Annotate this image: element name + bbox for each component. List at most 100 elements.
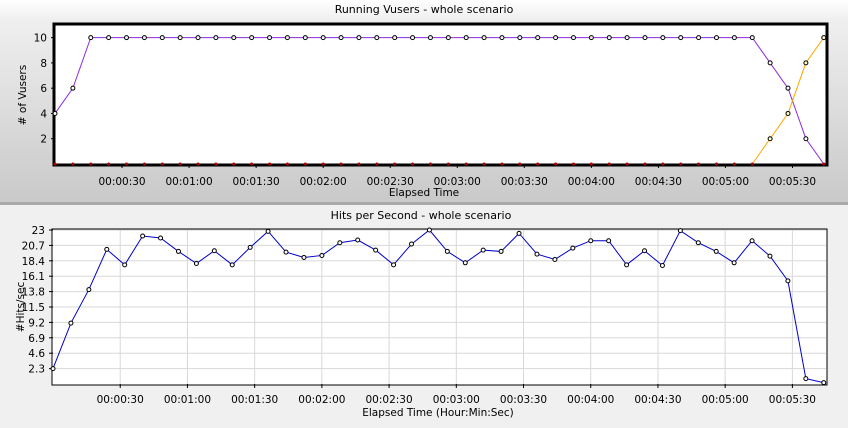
series-line	[52, 229, 824, 384]
data-point	[731, 35, 737, 41]
data-point	[624, 35, 630, 41]
data-point	[426, 227, 432, 233]
data-point	[68, 320, 74, 326]
data-point	[357, 162, 361, 166]
data-point	[678, 35, 684, 41]
data-point	[713, 35, 719, 41]
data-point	[803, 376, 809, 382]
data-point	[516, 230, 522, 236]
data-point	[480, 247, 486, 253]
data-point	[321, 162, 325, 166]
data-point	[482, 162, 486, 166]
data-point	[428, 162, 432, 166]
data-point	[803, 136, 809, 142]
y-tick-label: 18.4	[22, 256, 46, 268]
data-point	[70, 85, 76, 91]
data-point	[624, 262, 630, 268]
data-point	[356, 35, 362, 41]
data-point	[140, 233, 146, 239]
data-point	[785, 278, 791, 284]
data-point	[750, 162, 754, 166]
x-axis-label-hits-per-second: Elapsed Time (Hour:Min:Sec)	[362, 407, 514, 419]
plot-area-running-vusers	[52, 22, 829, 167]
data-point	[301, 254, 307, 260]
data-point	[643, 162, 647, 166]
data-point	[571, 162, 575, 166]
data-point	[642, 248, 648, 254]
data-point	[214, 162, 218, 166]
data-point	[410, 35, 416, 41]
data-point	[373, 247, 379, 253]
data-point	[445, 35, 451, 41]
data-point	[285, 162, 289, 166]
y-tick-label: 11.5	[22, 302, 45, 314]
x-tick-label: 00:03:30	[500, 394, 547, 406]
data-point	[446, 162, 450, 166]
data-point	[518, 162, 522, 166]
data-point	[714, 162, 718, 166]
data-point	[196, 162, 200, 166]
data-point	[107, 162, 111, 166]
data-point	[625, 162, 629, 166]
data-point	[767, 253, 773, 259]
x-tick-label: 00:00:30	[98, 176, 145, 188]
x-tick-label: 00:04:00	[567, 394, 614, 406]
data-point	[142, 162, 146, 166]
x-tick-label: 00:04:30	[635, 176, 682, 188]
data-point	[247, 244, 253, 250]
x-tick-label: 00:03:30	[501, 176, 548, 188]
data-point	[677, 228, 683, 234]
x-tick-label: 00:03:00	[433, 394, 480, 406]
data-point	[104, 246, 110, 252]
data-point	[53, 162, 57, 166]
data-point	[229, 262, 235, 268]
data-point	[463, 35, 469, 41]
data-point	[553, 35, 559, 41]
data-point	[284, 35, 290, 41]
data-point	[536, 162, 540, 166]
y-tick-label: 4	[40, 108, 47, 120]
x-tick-label: 00:02:30	[366, 394, 413, 406]
data-point	[444, 248, 450, 254]
x-tick-label: 00:02:30	[367, 176, 414, 188]
y-tick-label: 9.2	[28, 317, 45, 329]
y-tick-label: 2	[40, 134, 47, 146]
data-point	[355, 237, 361, 243]
y-tick-label: 6	[40, 83, 47, 95]
data-point	[231, 35, 237, 41]
data-point	[211, 248, 217, 254]
data-point	[803, 60, 809, 66]
data-point	[785, 85, 791, 91]
data-point	[159, 35, 165, 41]
panel-divider[interactable]	[0, 202, 848, 205]
y-tick-label: 20.7	[22, 240, 45, 252]
data-point	[320, 35, 326, 41]
data-point	[122, 262, 128, 268]
data-point	[589, 162, 593, 166]
data-point	[606, 35, 612, 41]
data-point	[642, 35, 648, 41]
data-point	[713, 248, 719, 254]
data-point	[158, 235, 164, 241]
data-point	[124, 35, 130, 41]
data-point	[125, 162, 129, 166]
chart-title-running-vusers: Running Vusers - whole scenario	[335, 3, 514, 16]
data-point	[570, 245, 576, 251]
data-point	[283, 249, 289, 255]
data-point	[175, 248, 181, 254]
x-axis-label-running-vusers: Elapsed Time	[389, 187, 459, 199]
data-point	[732, 162, 736, 166]
data-point	[195, 35, 201, 41]
x-tick-label: 00:01:30	[233, 176, 280, 188]
data-point	[267, 35, 273, 41]
data-point	[411, 162, 415, 166]
data-point	[141, 35, 147, 41]
data-point	[498, 248, 504, 254]
data-point	[679, 162, 683, 166]
data-point	[86, 287, 92, 293]
x-tick-label: 00:02:00	[300, 176, 347, 188]
data-point	[731, 260, 737, 266]
y-tick-label: 10	[34, 33, 47, 45]
data-point	[177, 35, 183, 41]
